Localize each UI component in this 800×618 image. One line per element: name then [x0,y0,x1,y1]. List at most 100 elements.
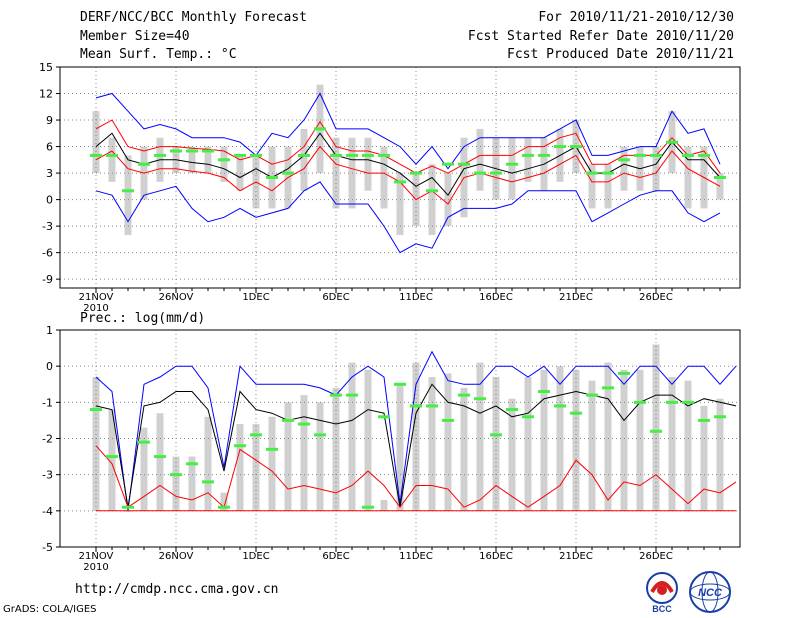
precip-observed-marker [410,404,422,408]
temp-observed-marker [410,171,422,175]
precip-spread-bar [444,373,452,511]
temp-observed-marker [666,140,678,144]
x-tick-label: 1DEC [242,292,269,303]
precip-spread-bar [236,424,244,511]
precip-observed-marker [266,447,278,451]
precip-spread-bar [428,377,436,511]
precip-spread-bar [684,380,692,511]
precip-spread-bar [492,377,500,511]
ncc-logo-text: NCC [698,587,723,599]
precip-spread-bar [316,402,324,511]
temp-observed-marker [586,171,598,175]
temp-range-bar [220,146,228,182]
temp-observed-marker [298,153,310,157]
source-url[interactable]: http://cmdp.ncc.cma.gov.cn [75,582,279,597]
temp-observed-marker [650,153,662,157]
precip-observed-marker [650,429,662,433]
precip-spread-bar [460,387,468,511]
precip-spread-bar [332,387,340,511]
precip-observed-marker [538,389,550,393]
precip-observed-marker [442,418,454,422]
precip-observed-marker [634,400,646,404]
precip-spread-bar [508,398,516,511]
temp-ensemble-mean-line [95,132,721,197]
temp-observed-marker [314,127,326,131]
x-year-label: 2010 [83,303,108,314]
precip-spread-bar [284,402,292,511]
temp-observed-marker [442,162,454,166]
precip-observed-marker [90,408,102,412]
precip-observed-marker [154,455,166,459]
temp-observed-marker [458,162,470,166]
precip-observed-marker [234,444,246,448]
precip-observed-marker [122,505,134,509]
precip-observed-marker [378,415,390,419]
precip-spread-bar [140,427,148,511]
precip-observed-marker [218,505,230,509]
temp-range-bar [604,164,612,209]
precip-observed-marker [186,462,198,466]
temp-observed-marker [362,153,374,157]
temp-range-bar [204,146,212,174]
temp-observed-marker [570,145,582,149]
temp-observed-marker [522,153,534,157]
precip-spread-bar [92,377,100,511]
precip-spread-bar [620,369,628,511]
temp-range-bar [396,173,404,235]
temp-range-bar [108,137,116,182]
x-tick-label: 21DEC [559,551,593,562]
temp-observed-marker [90,153,102,157]
y-tick-label: -4 [42,505,53,518]
forecast-period: For 2010/11/21-2010/12/30 [538,10,734,25]
temp-upper-spread-line [95,119,721,174]
temp-observed-marker [602,171,614,175]
y-tick-label: 0 [46,360,53,373]
precip-spread-bar [300,395,308,511]
temp-range-bar [92,111,100,174]
precip-spread-bar [220,492,228,511]
x-tick-label: 21NOV [79,292,114,303]
precip-observed-marker [666,400,678,404]
temp-observed-marker [554,145,566,149]
precip-observed-marker [394,382,406,386]
temp-observed-marker [330,153,342,157]
precip-observed-marker [698,418,710,422]
temp-observed-marker [106,153,118,157]
temp-observed-marker [426,189,438,193]
y-tick-label: -3 [42,220,53,233]
precip-title: Prec.: log(mm/d) [80,311,205,326]
temp-observed-marker [282,171,294,175]
precip-observed-marker [602,386,614,390]
y-tick-label: 15 [39,61,53,74]
y-tick-label: 0 [46,194,53,207]
temp-observed-marker [378,153,390,157]
x-tick-label: 11DEC [399,292,433,303]
precip-spread-bar [380,499,388,511]
precip-observed-marker [298,422,310,426]
precip-spread-bar [364,369,372,511]
precip-spread-bar [396,384,404,511]
temp-observed-marker [634,153,646,157]
precip-observed-marker [138,440,150,444]
precip-spread-bar [108,409,116,511]
x-year-label: 2010 [83,562,108,573]
precip-observed-marker [554,404,566,408]
temp-range-bar [508,137,516,200]
temp-ensemble-max-line [95,92,721,170]
grads-credit: GrADS: COLA/IGES [3,604,97,615]
precip-observed-marker [714,415,726,419]
y-tick-label: -6 [42,247,53,260]
forecast-produced-date: Fcst Produced Date 2010/11/21 [507,47,734,62]
precip-ensemble-min-line [95,445,737,509]
temp-observed-marker [698,153,710,157]
temp-observed-marker [122,189,134,193]
x-tick-label: 16DEC [479,292,513,303]
x-tick-label: 26NOV [159,551,194,562]
bcc-logo: BCC [646,572,678,614]
temp-range-bar [300,128,308,191]
temp-observed-marker [618,158,630,162]
precip-spread-bar [524,377,532,511]
precip-ensemble-max-line [95,350,737,511]
x-tick-label: 16DEC [479,551,513,562]
precip-spread-bar [716,398,724,511]
